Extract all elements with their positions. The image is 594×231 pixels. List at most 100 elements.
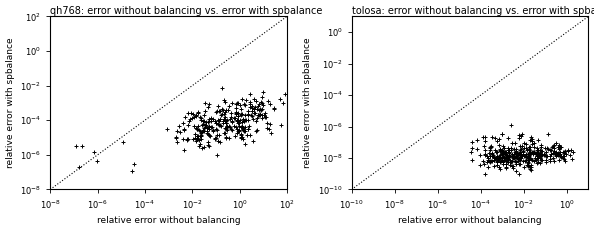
Point	[516, 148, 525, 152]
Point	[216, 140, 225, 143]
Point	[251, 111, 260, 115]
Point	[505, 160, 514, 164]
Point	[506, 148, 516, 152]
Point	[204, 125, 214, 128]
Point	[555, 154, 565, 158]
Point	[527, 135, 536, 139]
Point	[568, 150, 578, 154]
Point	[556, 154, 565, 158]
Point	[503, 156, 512, 160]
Point	[239, 102, 249, 106]
Point	[518, 150, 527, 154]
Point	[525, 156, 535, 160]
Point	[489, 155, 498, 159]
Point	[515, 150, 525, 154]
Point	[193, 134, 203, 138]
Point	[549, 146, 558, 150]
Point	[203, 132, 213, 136]
Y-axis label: relative error with spbalance: relative error with spbalance	[5, 38, 15, 168]
Point	[522, 155, 532, 159]
Point	[490, 137, 500, 140]
Point	[485, 159, 495, 162]
Point	[489, 158, 499, 162]
Point	[205, 134, 214, 138]
Point	[532, 150, 542, 154]
Point	[179, 127, 189, 131]
Point	[214, 118, 223, 121]
Point	[196, 134, 206, 137]
Point	[510, 152, 519, 156]
Point	[187, 111, 196, 115]
Point	[214, 122, 223, 126]
Point	[524, 153, 533, 157]
Point	[497, 149, 506, 152]
Point	[251, 99, 260, 103]
Point	[219, 121, 228, 125]
Point	[256, 108, 266, 112]
Y-axis label: relative error with spbalance: relative error with spbalance	[304, 38, 312, 168]
Point	[238, 136, 247, 139]
Point	[495, 149, 505, 152]
Point	[526, 151, 536, 155]
Point	[515, 155, 525, 159]
Point	[222, 125, 232, 129]
Point	[522, 146, 531, 150]
Point	[251, 129, 261, 133]
Point	[546, 152, 555, 156]
Point	[239, 129, 249, 133]
Point	[501, 163, 511, 166]
Point	[263, 121, 272, 125]
Point	[220, 115, 229, 119]
Point	[526, 163, 535, 167]
Point	[236, 137, 245, 140]
Point	[247, 114, 257, 118]
Point	[536, 152, 546, 156]
Point	[244, 127, 253, 131]
Point	[197, 123, 207, 127]
Point	[527, 158, 537, 162]
Point	[210, 136, 220, 140]
Point	[481, 152, 490, 156]
Point	[481, 135, 490, 139]
Point	[493, 158, 503, 161]
Point	[541, 154, 551, 157]
Point	[222, 121, 231, 124]
Point	[217, 113, 226, 116]
Point	[172, 129, 182, 133]
Point	[528, 150, 538, 154]
Point	[220, 112, 229, 116]
Point	[197, 146, 207, 150]
Point	[127, 169, 137, 173]
Point	[255, 113, 264, 117]
Point	[504, 148, 514, 152]
Point	[526, 168, 536, 172]
Point	[508, 156, 518, 159]
Point	[498, 155, 508, 159]
Point	[545, 154, 555, 158]
Point	[188, 112, 198, 116]
Point	[172, 135, 181, 139]
Point	[175, 124, 184, 128]
Point	[242, 118, 251, 122]
Point	[191, 113, 200, 117]
Point	[238, 117, 248, 121]
Point	[517, 152, 526, 156]
Point	[489, 158, 499, 162]
Point	[192, 134, 202, 138]
Point	[267, 131, 276, 135]
Point	[539, 152, 548, 156]
Point	[555, 143, 564, 147]
Point	[231, 106, 241, 110]
Point	[523, 158, 533, 161]
Point	[232, 119, 242, 122]
Point	[255, 108, 264, 111]
Point	[523, 164, 533, 168]
Point	[237, 125, 247, 128]
Point	[232, 127, 242, 131]
Point	[194, 111, 203, 114]
Point	[214, 123, 223, 127]
Point	[559, 154, 568, 158]
Point	[519, 154, 529, 158]
Point	[532, 161, 542, 164]
Point	[508, 155, 517, 158]
